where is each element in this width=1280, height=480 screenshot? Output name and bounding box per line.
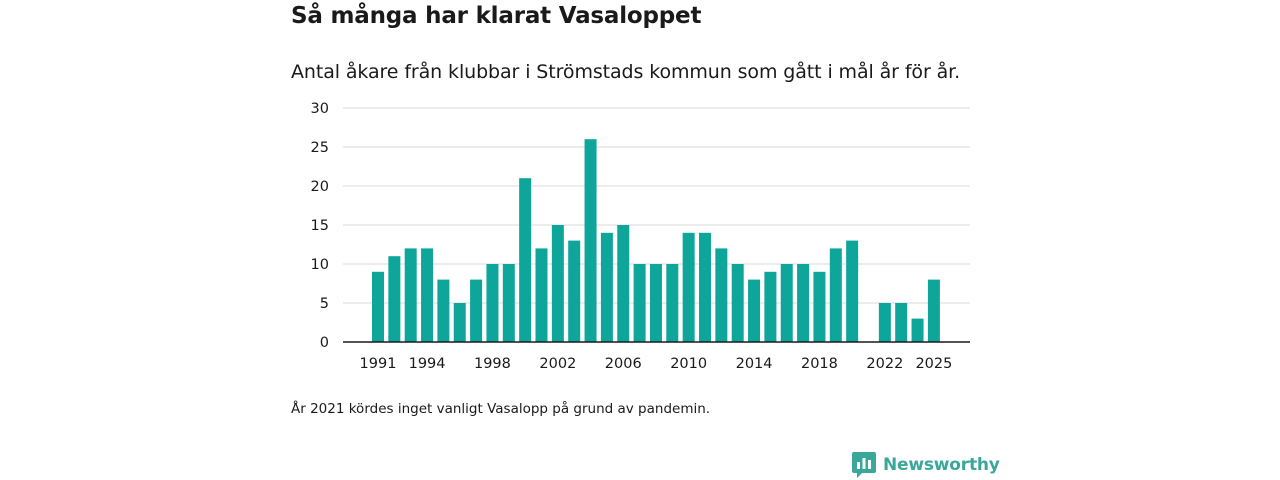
bar-1999 xyxy=(502,264,515,342)
bar-1996 xyxy=(453,303,466,342)
newsworthy-logo-icon xyxy=(852,452,876,478)
x-tick-label: 2018 xyxy=(801,356,838,372)
y-tick-label: 25 xyxy=(311,140,329,156)
bar-2003 xyxy=(568,240,581,342)
x-tick-label: 2006 xyxy=(605,356,642,372)
bar-2012 xyxy=(715,248,728,342)
x-tick-label: 2022 xyxy=(866,356,903,372)
bar-2011 xyxy=(699,232,711,342)
bar-2010 xyxy=(682,232,695,342)
bar-2007 xyxy=(633,264,646,342)
brand-logo[interactable]: Newsworthy xyxy=(852,452,1000,478)
bar-1994 xyxy=(421,248,434,342)
x-tick-label: 1998 xyxy=(474,356,511,372)
y-tick-label: 5 xyxy=(320,296,329,312)
bar-1991 xyxy=(372,271,384,342)
bar-1997 xyxy=(470,279,483,342)
y-tick-label: 30 xyxy=(311,101,329,117)
brand-name: Newsworthy xyxy=(883,455,1000,475)
bar-2018 xyxy=(813,271,826,342)
bar-2002 xyxy=(551,225,564,342)
bar-2023 xyxy=(895,303,908,342)
bar-2016 xyxy=(780,264,793,342)
bar-2017 xyxy=(797,264,810,342)
bar-2009 xyxy=(666,264,679,342)
bar-2000 xyxy=(519,178,532,342)
x-tick-label: 2014 xyxy=(736,356,773,372)
bar-2024 xyxy=(911,318,924,342)
y-tick-label: 10 xyxy=(311,257,329,273)
y-tick-label: 20 xyxy=(311,179,329,195)
x-tick-label: 2025 xyxy=(915,356,952,372)
x-tick-label: 2002 xyxy=(539,356,576,372)
x-axis-labels: 1991 1994 1998 2002 2006 2010 2014 2018 2022 2025 xyxy=(360,356,953,372)
bar-2008 xyxy=(649,264,662,342)
bar-2006 xyxy=(617,225,630,342)
bar-1993 xyxy=(404,248,417,342)
x-tick-label: 1991 xyxy=(360,356,397,372)
x-tick-label: 2010 xyxy=(670,356,707,372)
bar-1998 xyxy=(486,264,499,342)
chart-subtitle: Antal åkare från klubbar i Strömstads ko… xyxy=(291,61,961,83)
bar-2020 xyxy=(846,240,859,342)
chart-title: Så många har klarat Vasaloppet xyxy=(291,3,702,29)
bar-2022 xyxy=(878,303,891,342)
bar-2019 xyxy=(829,248,842,342)
bar-1992 xyxy=(388,256,401,342)
bars xyxy=(372,139,940,342)
bar-2004 xyxy=(584,139,597,342)
x-tick-label: 1994 xyxy=(409,356,446,372)
y-tick-label: 15 xyxy=(311,218,329,234)
bar-2005 xyxy=(600,232,613,342)
bar-2013 xyxy=(731,264,744,342)
bar-1995 xyxy=(437,279,450,342)
bar-2015 xyxy=(764,271,777,342)
bar-2014 xyxy=(748,279,761,342)
bar-2001 xyxy=(535,248,548,342)
bar-2025 xyxy=(927,279,940,342)
y-axis-labels: 0 5 10 15 20 25 30 xyxy=(311,101,329,351)
footnote: År 2021 kördes inget vanligt Vasalopp på… xyxy=(291,401,711,417)
y-tick-label: 0 xyxy=(320,335,329,351)
